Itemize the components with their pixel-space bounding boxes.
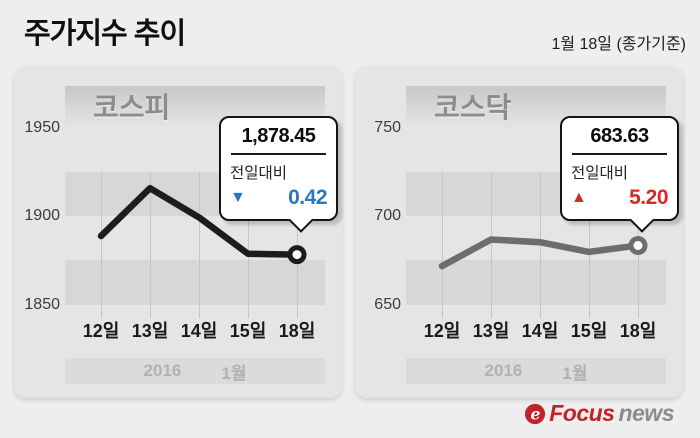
y-axis-tick-label: 1850 (24, 296, 60, 313)
period-year: 2016 (484, 361, 523, 380)
callout-pointer (288, 207, 314, 233)
x-axis-tick-label: 14일 (521, 321, 559, 341)
chart-stripe (406, 260, 666, 305)
y-axis-tick-label: 750 (374, 119, 401, 136)
callout-pointer (629, 207, 655, 233)
x-gridline (491, 172, 492, 318)
focus-news-emblem-icon: e (525, 403, 546, 424)
kosdaq-chart-title: 코스닥 (434, 92, 512, 123)
page-title: 주가지수 추이 (24, 18, 186, 50)
brand-name-focus: Focus (549, 400, 615, 426)
change-value: 5.20 (629, 186, 668, 209)
callout-divider (572, 153, 667, 155)
kosdaq-chart-panel: 코스닥 750 700 650 12일 13일 14일 15일 18일 2016… (355, 66, 683, 398)
change-label: 전일대비 (230, 165, 288, 182)
brand-name-news: news (618, 400, 674, 426)
x-axis-tick-label: 15일 (570, 321, 608, 341)
y-axis-tick-label: 700 (374, 207, 401, 224)
kospi-title-band: 코스피 (65, 86, 325, 129)
period-month: 1월 (221, 363, 247, 383)
kosdaq-index-value: 683.63 (590, 125, 649, 147)
x-axis-tick-label: 12일 (82, 321, 120, 341)
kospi-callout: 1,878.45 전일대비 ▼ 0.42 (219, 116, 338, 233)
x-axis-tick-label: 12일 (423, 321, 461, 341)
period-year: 2016 (143, 361, 182, 380)
change-row: ▼ 0.42 (230, 186, 327, 210)
triangle-up-icon: ▲ (571, 189, 587, 206)
y-axis-tick-label: 1900 (24, 207, 60, 224)
callout-divider (231, 153, 326, 155)
x-axis-tick-label: 13일 (472, 321, 510, 341)
kospi-chart-title: 코스피 (93, 92, 171, 123)
x-axis-tick-label: 18일 (278, 321, 316, 341)
change-row: ▲ 5.20 (571, 186, 668, 210)
x-axis-tick-label: 18일 (619, 321, 657, 341)
x-axis-tick-label: 13일 (131, 321, 169, 341)
period-band: 2016 1월 (65, 358, 325, 384)
x-axis-tick-label: 14일 (180, 321, 218, 341)
x-gridline (101, 172, 102, 318)
x-gridline (540, 172, 541, 318)
focus-news-logo: e Focus news (524, 400, 674, 427)
x-axis-tick-label: 15일 (229, 321, 267, 341)
change-label: 전일대비 (571, 165, 629, 182)
kospi-index-value: 1,878.45 (241, 125, 316, 147)
kosdaq-callout: 683.63 전일대비 ▲ 5.20 (560, 116, 679, 233)
kospi-chart-panel: 코스피 1950 1900 1850 12일 13일 14일 15일 18일 2… (14, 66, 342, 398)
y-axis-tick-label: 1950 (24, 119, 60, 136)
period-month: 1월 (562, 363, 588, 383)
triangle-down-icon: ▼ (230, 189, 246, 206)
y-axis-tick-label: 650 (374, 296, 401, 313)
x-gridline (150, 172, 151, 318)
svg-text:e: e (531, 404, 541, 423)
chart-stripe (65, 260, 325, 305)
x-gridline (199, 172, 200, 318)
change-value: 0.42 (288, 186, 327, 209)
date-note: 1월 18일 (종가기준) (551, 36, 686, 53)
period-band: 2016 1월 (406, 358, 666, 384)
x-gridline (442, 172, 443, 318)
